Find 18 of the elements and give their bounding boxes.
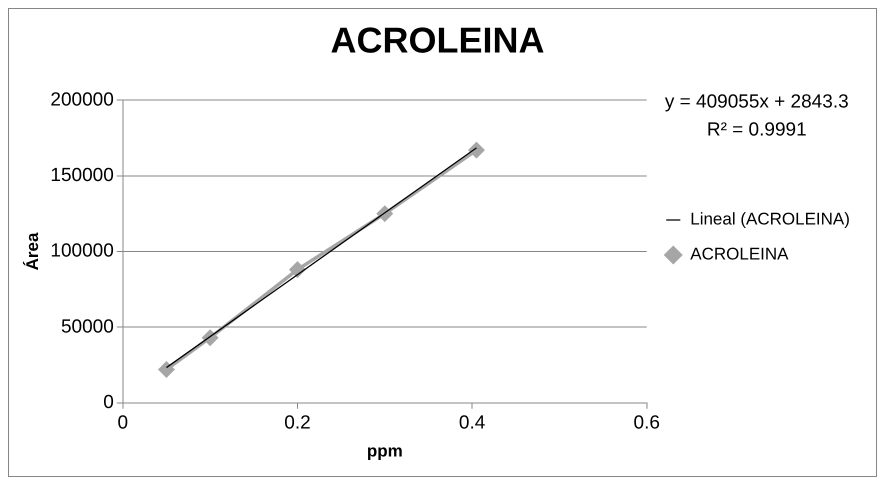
y-axis-title: Área [22,232,42,270]
y-tick-label: 50000 [60,316,114,338]
legend-label: Lineal (ACROLEINA) [690,210,850,229]
x-tick-label: 0.4 [458,412,486,434]
x-tick-label: 0.2 [284,412,311,434]
x-axis-title: ppm [366,441,403,460]
text: R² = 0.9991 [706,119,807,140]
point [158,362,174,378]
y-tick-label: 100000 [50,240,114,262]
y-tick-label: 200000 [50,89,114,110]
y-tick-label: 150000 [50,165,114,186]
y-tick-label: 0 [103,392,114,414]
legend-label: ACROLEINA [690,244,790,264]
point [290,262,306,278]
x-tick-label: 0.6 [634,412,660,434]
x-tick-label: 0 [118,412,128,434]
chart-title: ACROLEINA [330,20,544,61]
text: y = 409055x + 2843.3 [664,91,849,112]
